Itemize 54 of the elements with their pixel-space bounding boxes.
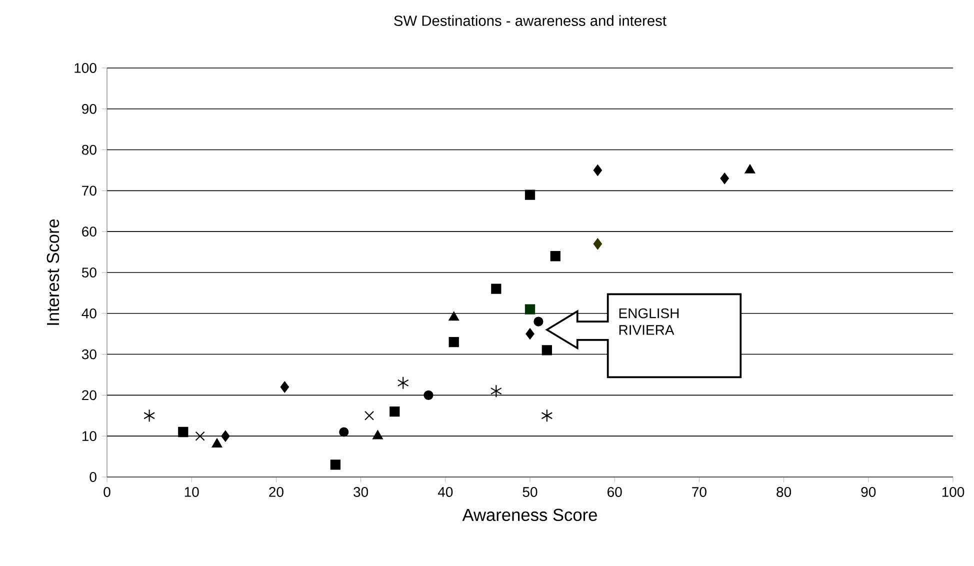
point (397, 376, 409, 390)
point (195, 431, 205, 441)
point (339, 427, 349, 437)
y-tick-label: 90 (82, 104, 96, 114)
point (280, 381, 289, 393)
x-tick-label: 40 (438, 487, 453, 497)
point (593, 238, 602, 250)
x-tick-label: 50 (522, 487, 538, 497)
y-axis-title: Interest Score (46, 219, 60, 325)
point (390, 406, 400, 417)
y-tick-label: 70 (82, 186, 96, 196)
point (526, 328, 534, 340)
x-tick-label: 30 (354, 487, 368, 497)
x-tick-label: 90 (861, 487, 876, 497)
point (212, 438, 222, 448)
y-tick-label: 50 (82, 268, 96, 278)
x-tick-label: 70 (692, 487, 706, 497)
chart-title: SW Destinations - awareness and interest (394, 15, 666, 26)
point (524, 190, 536, 200)
point (330, 460, 340, 470)
point (490, 384, 502, 398)
annotation: ENGLISH RIVIERA (619, 308, 679, 335)
point (542, 345, 552, 356)
point (524, 304, 536, 314)
point (364, 410, 374, 420)
point (534, 316, 544, 326)
y-tick-label: 40 (82, 308, 96, 318)
x-tick-label: 100 (942, 487, 964, 497)
x-axis-title: Awareness Score (462, 508, 597, 522)
x-tick-label: 10 (184, 487, 199, 497)
y-tick-label: 60 (82, 226, 96, 237)
point (178, 426, 188, 438)
x-tick-label: 0 (104, 487, 110, 497)
y-tick-label: 30 (82, 349, 96, 360)
y-tick-label: 0 (90, 472, 96, 482)
point (372, 430, 383, 440)
point (144, 409, 156, 422)
y-tick-label: 10 (82, 431, 96, 442)
x-tick-label: 80 (776, 487, 792, 497)
x-tick-label: 20 (269, 487, 284, 497)
point (424, 390, 434, 400)
point (221, 430, 230, 442)
point (593, 164, 602, 176)
point (720, 172, 729, 184)
y-tick-label: 20 (82, 390, 96, 400)
point (550, 251, 560, 262)
y-tick-label: 100 (74, 63, 96, 73)
x-tick-label: 60 (608, 487, 622, 497)
point (744, 164, 756, 174)
point (541, 409, 553, 422)
point (448, 336, 459, 348)
y-tick-label: 80 (82, 144, 96, 155)
point (448, 312, 460, 321)
point (491, 284, 502, 294)
